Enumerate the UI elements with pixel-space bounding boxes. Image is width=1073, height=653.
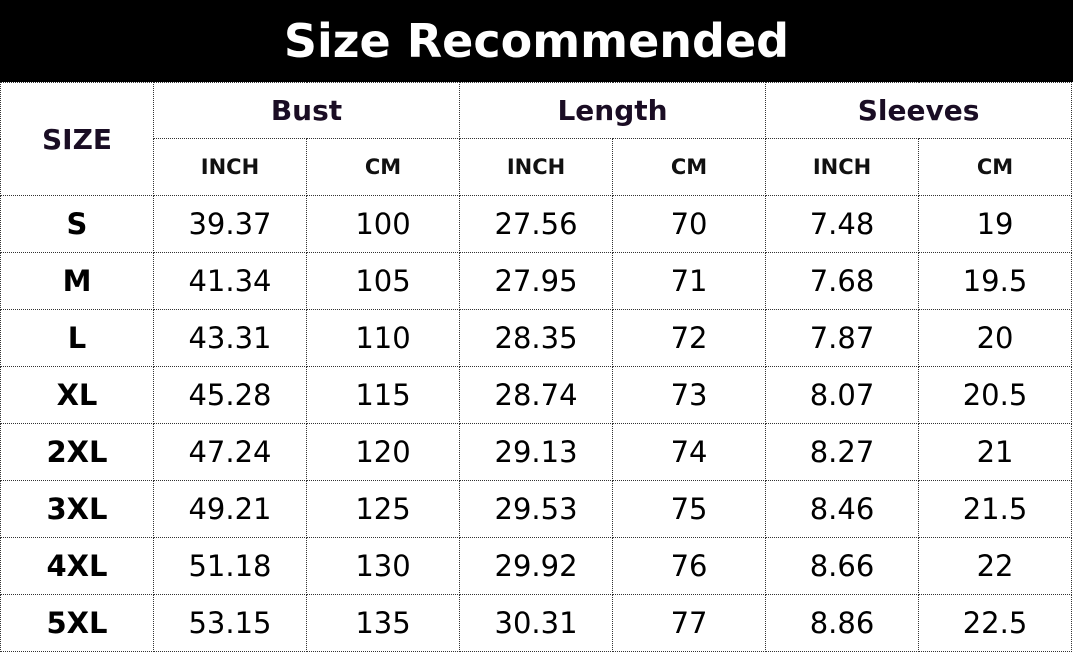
length-cm-cell: 71	[612, 252, 767, 310]
bust-inch-cell: 45.28	[153, 366, 307, 424]
bust-cm-cell: 100	[305, 195, 461, 253]
size-cell: 4XL	[0, 537, 154, 595]
bust-inch-cell: 39.37	[153, 195, 307, 253]
size-cell: L	[0, 309, 154, 367]
unit-inch-header: INCH	[153, 138, 307, 196]
unit-cm-header: CM	[305, 138, 461, 196]
bust-cm-cell: 110	[305, 309, 461, 367]
bust-cm-cell: 105	[305, 252, 461, 310]
table-row: S 39.37 100 27.56 70 7.48 19	[0, 195, 1073, 253]
length-cm-cell: 77	[612, 594, 767, 652]
bust-inch-cell: 43.31	[153, 309, 307, 367]
bust-header: Bust	[152, 82, 461, 139]
size-cell: 5XL	[0, 594, 154, 652]
length-cm-cell: 76	[612, 537, 767, 595]
bust-cm-cell: 120	[305, 423, 461, 481]
length-cm-cell: 73	[612, 366, 767, 424]
bust-cm-cell: 130	[305, 537, 461, 595]
sleeves-inch-cell: 7.87	[765, 309, 920, 367]
table-row: 2XL 47.24 120 29.13 74 8.27 21	[0, 423, 1073, 481]
sleeves-cm-cell: 22.5	[918, 594, 1073, 652]
sleeves-cm-cell: 19	[918, 195, 1073, 253]
sleeves-cm-cell: 20	[918, 309, 1073, 367]
length-inch-cell: 29.92	[459, 537, 614, 595]
size-cell: 2XL	[0, 423, 154, 481]
sleeves-inch-cell: 7.68	[765, 252, 920, 310]
bust-inch-cell: 41.34	[153, 252, 307, 310]
sleeves-inch-cell: 8.27	[765, 423, 920, 481]
length-inch-cell: 28.74	[459, 366, 614, 424]
sleeves-inch-cell: 7.48	[765, 195, 920, 253]
sleeves-cm-cell: 20.5	[918, 366, 1073, 424]
unit-cm-header: CM	[612, 138, 767, 196]
bust-inch-cell: 47.24	[153, 423, 307, 481]
length-inch-cell: 30.31	[459, 594, 614, 652]
size-header: SIZE	[0, 82, 154, 196]
length-inch-cell: 28.35	[459, 309, 614, 367]
title-banner: Size Recommended	[0, 0, 1073, 82]
table-row: M 41.34 105 27.95 71 7.68 19.5	[0, 252, 1073, 310]
header-row-units: INCH CM INCH CM INCH CM	[1, 138, 1073, 196]
bust-cm-cell: 135	[305, 594, 461, 652]
sleeves-cm-cell: 19.5	[918, 252, 1073, 310]
sleeves-cm-cell: 22	[918, 537, 1073, 595]
sleeves-header: Sleeves	[765, 82, 1073, 139]
unit-cm-header: CM	[918, 138, 1073, 196]
sleeves-inch-cell: 8.46	[765, 480, 920, 538]
table-row: XL 45.28 115 28.74 73 8.07 20.5	[0, 366, 1073, 424]
unit-inch-header: INCH	[459, 138, 614, 196]
sleeves-cm-cell: 21	[918, 423, 1073, 481]
bust-inch-cell: 49.21	[153, 480, 307, 538]
unit-inch-header: INCH	[765, 138, 920, 196]
length-cm-cell: 74	[612, 423, 767, 481]
bust-cm-cell: 125	[305, 480, 461, 538]
size-table: SIZE Bust Length Sleeves INCH CM INCH CM…	[0, 82, 1073, 652]
size-cell: M	[0, 252, 154, 310]
size-cell: S	[0, 195, 154, 253]
length-header: Length	[459, 82, 767, 139]
table-row: L 43.31 110 28.35 72 7.87 20	[0, 309, 1073, 367]
table-row: 4XL 51.18 130 29.92 76 8.66 22	[0, 537, 1073, 595]
size-cell: XL	[0, 366, 154, 424]
sleeves-inch-cell: 8.66	[765, 537, 920, 595]
length-inch-cell: 29.13	[459, 423, 614, 481]
length-inch-cell: 27.56	[459, 195, 614, 253]
header-row-groups: SIZE Bust Length Sleeves	[0, 82, 1073, 196]
length-cm-cell: 75	[612, 480, 767, 538]
bust-inch-cell: 51.18	[153, 537, 307, 595]
length-cm-cell: 70	[612, 195, 767, 253]
bust-cm-cell: 115	[305, 366, 461, 424]
table-row: 3XL 49.21 125 29.53 75 8.46 21.5	[0, 480, 1073, 538]
table-row: 5XL 53.15 135 30.31 77 8.86 22.5	[0, 594, 1073, 652]
size-cell: 3XL	[0, 480, 154, 538]
length-cm-cell: 72	[612, 309, 767, 367]
length-inch-cell: 29.53	[459, 480, 614, 538]
sleeves-inch-cell: 8.86	[765, 594, 920, 652]
length-inch-cell: 27.95	[459, 252, 614, 310]
bust-inch-cell: 53.15	[153, 594, 307, 652]
sleeves-cm-cell: 21.5	[918, 480, 1073, 538]
sleeves-inch-cell: 8.07	[765, 366, 920, 424]
